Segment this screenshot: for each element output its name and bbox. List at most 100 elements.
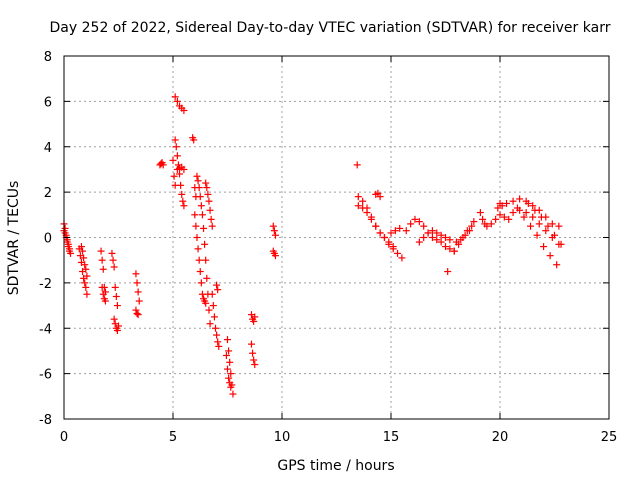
- data-point: [522, 209, 530, 217]
- data-point: [226, 379, 234, 387]
- data-point: [194, 177, 202, 185]
- x-tick-label: 0: [60, 430, 68, 445]
- data-point: [380, 234, 388, 241]
- axis-ticks: 0 5 10 15 20 25 -8 -6 -4 -2 0 2 4 6 8: [39, 50, 617, 445]
- data-point: [191, 211, 199, 219]
- data-point: [173, 97, 181, 105]
- data-point: [206, 320, 214, 328]
- data-point: [210, 313, 218, 321]
- data-point: [250, 356, 258, 364]
- data-point: [437, 231, 445, 239]
- data-point: [387, 229, 395, 237]
- data-point: [65, 247, 73, 255]
- data-point: [516, 195, 524, 203]
- data-point: [110, 263, 118, 271]
- data-point: [533, 231, 541, 239]
- data-point: [513, 204, 521, 212]
- data-point: [180, 202, 188, 210]
- data-points: [60, 93, 565, 398]
- data-point: [99, 265, 107, 273]
- data-point: [450, 247, 458, 255]
- data-point: [101, 288, 109, 296]
- data-point: [376, 193, 384, 201]
- data-point: [529, 213, 537, 221]
- y-axis-label: SDTVAR / TECUs: [6, 181, 22, 296]
- data-point: [479, 215, 487, 223]
- y-tick-label: 6: [44, 95, 52, 110]
- data-point: [197, 202, 205, 210]
- data-point: [483, 222, 491, 230]
- data-point: [193, 234, 201, 241]
- data-point: [225, 347, 233, 355]
- data-point: [209, 302, 217, 310]
- data-point: [196, 193, 204, 201]
- data-point: [133, 310, 141, 318]
- data-point: [500, 213, 508, 221]
- data-point: [470, 218, 478, 226]
- data-point: [135, 297, 143, 305]
- data-point: [100, 295, 108, 303]
- data-point: [394, 249, 402, 257]
- data-point: [363, 209, 371, 217]
- data-point: [193, 172, 201, 180]
- data-point: [98, 283, 106, 291]
- data-point: [79, 247, 87, 255]
- data-point: [224, 336, 231, 344]
- data-point: [457, 236, 465, 244]
- data-point: [225, 374, 233, 382]
- x-tick-label: 5: [169, 430, 177, 445]
- data-point: [134, 288, 142, 296]
- data-point: [476, 209, 484, 217]
- data-point: [420, 234, 428, 241]
- data-point: [398, 254, 406, 262]
- data-point: [468, 222, 476, 230]
- data-point: [249, 349, 257, 357]
- data-point: [411, 215, 419, 223]
- data-point: [222, 351, 230, 359]
- chart-title: Day 252 of 2022, Sidereal Day-to-day VTE…: [50, 20, 611, 36]
- data-point: [551, 231, 558, 239]
- data-point: [202, 299, 210, 307]
- data-point: [171, 93, 179, 101]
- data-point: [353, 161, 361, 169]
- data-point: [98, 256, 106, 264]
- data-point: [173, 152, 181, 160]
- data-point: [354, 193, 362, 201]
- data-point: [110, 315, 118, 323]
- data-point: [194, 245, 202, 253]
- data-point: [227, 383, 235, 391]
- data-point: [208, 222, 216, 230]
- x-axis-label: GPS time / hours: [277, 458, 394, 474]
- data-point: [201, 240, 209, 248]
- y-tick-label: -2: [39, 277, 52, 292]
- data-point: [433, 229, 441, 237]
- data-point: [202, 256, 210, 264]
- y-tick-label: 0: [44, 232, 52, 247]
- data-point: [437, 238, 445, 246]
- data-point: [415, 238, 423, 246]
- x-tick-label: 25: [601, 430, 618, 445]
- data-point: [535, 220, 543, 228]
- data-point: [269, 222, 277, 230]
- data-point: [509, 209, 517, 217]
- data-point: [492, 215, 500, 223]
- data-point: [113, 327, 121, 335]
- data-point: [424, 229, 432, 237]
- data-point: [224, 365, 231, 373]
- data-point: [214, 286, 222, 294]
- data-point: [446, 245, 454, 253]
- data-point: [226, 358, 234, 366]
- data-point: [206, 206, 214, 214]
- data-point: [83, 290, 91, 298]
- data-point: [83, 272, 91, 280]
- data-point: [420, 222, 428, 230]
- data-point: [180, 106, 188, 114]
- data-point: [207, 215, 215, 223]
- data-point: [247, 340, 255, 348]
- data-point: [171, 136, 179, 144]
- data-point: [202, 179, 210, 187]
- data-point: [213, 331, 221, 339]
- data-point: [433, 236, 441, 244]
- data-point: [271, 231, 279, 239]
